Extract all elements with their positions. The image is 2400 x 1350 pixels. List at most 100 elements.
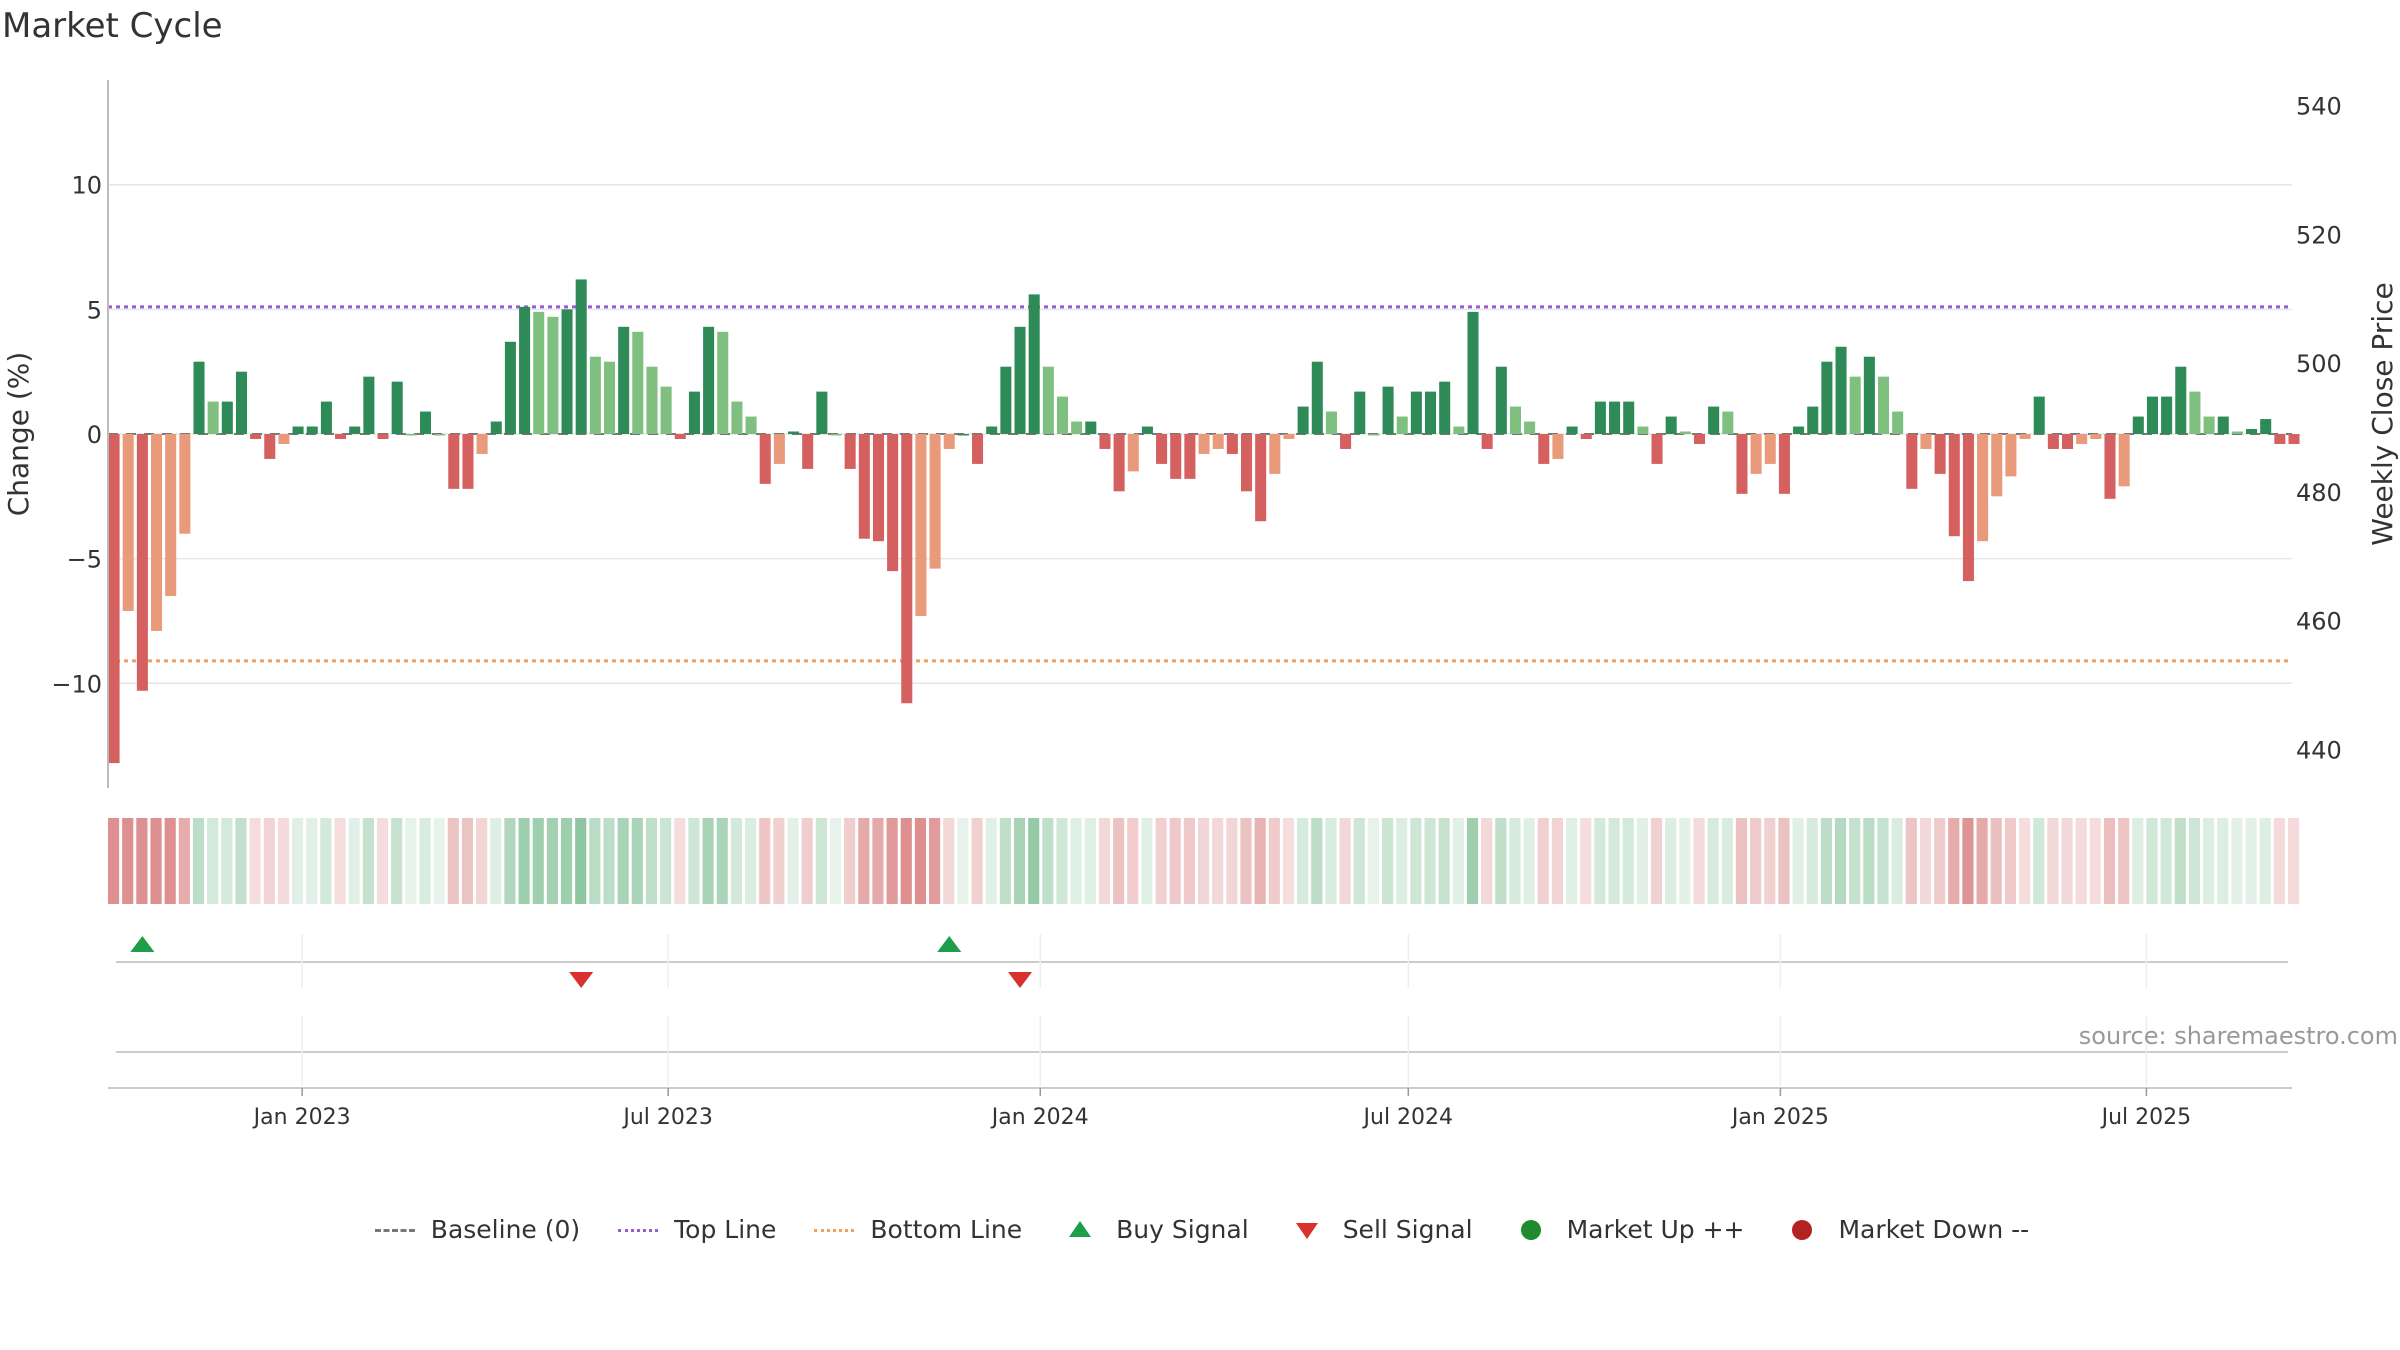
strip-cell	[1735, 818, 1748, 904]
change-bars	[108, 279, 2300, 764]
strip-cell	[645, 818, 658, 904]
strip-cell	[532, 818, 544, 904]
change-bar	[1693, 434, 1706, 444]
change-bar	[1028, 294, 1040, 434]
change-bar	[660, 386, 672, 434]
change-bar	[2175, 366, 2187, 434]
strip-cell	[1396, 818, 1408, 904]
change-bar	[306, 426, 318, 434]
strip-cell	[660, 818, 672, 904]
change-bar	[363, 376, 375, 434]
strip-cell	[589, 818, 601, 904]
strip-cell	[150, 818, 162, 904]
strip-cell	[362, 818, 374, 904]
change-bar	[2260, 419, 2272, 434]
change-bar	[1594, 401, 1606, 434]
strip-cell	[815, 818, 827, 904]
strip-cell	[603, 818, 615, 904]
strip-cell	[560, 818, 573, 904]
strip-cell	[1919, 818, 1932, 904]
legend-label: Market Up ++	[1566, 1215, 1745, 1244]
y2-tick-label: 480	[2296, 479, 2342, 507]
y-tick-label: 5	[87, 296, 102, 324]
strip-cell	[2245, 818, 2257, 904]
strip-cell	[334, 818, 346, 904]
change-bar	[179, 434, 191, 534]
strip-cell	[1127, 818, 1139, 904]
change-bar	[419, 411, 432, 434]
change-bar	[1325, 411, 1337, 434]
strip-cell	[2259, 818, 2271, 904]
change-bar	[377, 434, 389, 439]
change-bar	[1354, 391, 1366, 434]
strip-cell	[844, 818, 856, 904]
strip-cell	[235, 818, 247, 904]
change-bar	[2146, 396, 2158, 434]
sell-signal-marker	[569, 972, 594, 988]
change-bar	[1255, 434, 1267, 522]
change-bar	[2231, 431, 2243, 434]
strip-cell	[1282, 818, 1295, 904]
change-bar	[1609, 401, 1621, 434]
strip-cell	[1056, 818, 1068, 904]
change-bar	[1736, 434, 1748, 494]
change-bar	[122, 434, 134, 611]
strip-cell	[1268, 818, 1280, 904]
change-bar	[972, 434, 984, 464]
change-bar	[830, 434, 842, 436]
y-tick-label: −5	[67, 546, 102, 574]
strip-cell	[2033, 818, 2045, 904]
strip-cell	[1438, 818, 1450, 904]
strip-cell	[221, 818, 233, 904]
x-tick-label: Jul 2024	[1362, 1105, 1454, 1130]
strip-cell	[2132, 818, 2144, 904]
change-bar	[759, 434, 771, 484]
x-tick-label: Jul 2023	[621, 1105, 713, 1130]
strip-cell	[886, 818, 898, 904]
strip-cell	[688, 818, 700, 904]
change-bar	[1453, 426, 1465, 434]
change-bar	[1495, 366, 1507, 434]
strip-cell	[1580, 818, 1592, 904]
strip-cell	[1113, 818, 1125, 904]
change-bar	[1269, 434, 1281, 474]
strip-cell	[419, 818, 431, 904]
change-bar	[703, 326, 715, 434]
change-bar	[1170, 434, 1182, 479]
change-bar	[2019, 434, 2031, 439]
change-bar	[1764, 434, 1776, 464]
axes: 10 5 0 −5 −10 540 520 500 480 460 440 Change (%) Wee…	[2, 80, 2399, 788]
change-bar	[1920, 434, 1932, 449]
bottom-line-swatch	[810, 1220, 858, 1240]
legend-item: Market Down --	[1778, 1215, 2029, 1244]
strip-cell	[1240, 818, 1252, 904]
strip-cell	[2118, 818, 2130, 904]
change-bar	[1665, 416, 1677, 434]
change-bar	[1977, 434, 1989, 542]
strip-cell	[1042, 818, 1054, 904]
strip-cell	[1325, 818, 1337, 904]
strip-cell	[1013, 818, 1026, 904]
change-bar	[1906, 434, 1918, 489]
strip-cell	[2075, 818, 2087, 904]
strip-cell	[1764, 818, 1776, 904]
strip-cell	[1679, 818, 1691, 904]
strip-cell	[575, 818, 587, 904]
change-bar	[561, 309, 573, 434]
cycle-heat-strip	[107, 818, 2300, 904]
change-bar	[165, 434, 177, 597]
market-up-icon	[1507, 1219, 1555, 1240]
sell-signal-icon	[1283, 1220, 1331, 1240]
change-bar	[278, 434, 290, 444]
change-bar	[2132, 416, 2144, 434]
legend-label: Sell Signal	[1342, 1215, 1473, 1244]
legend-item: Bottom Line	[810, 1215, 1022, 1244]
change-bar	[1821, 361, 1833, 434]
strip-cell	[164, 818, 176, 904]
strip-cell	[1622, 818, 1634, 904]
change-bar	[2104, 434, 2116, 499]
strip-cell	[1141, 818, 1153, 904]
change-bar	[1849, 376, 1861, 434]
change-bar	[2118, 434, 2130, 487]
